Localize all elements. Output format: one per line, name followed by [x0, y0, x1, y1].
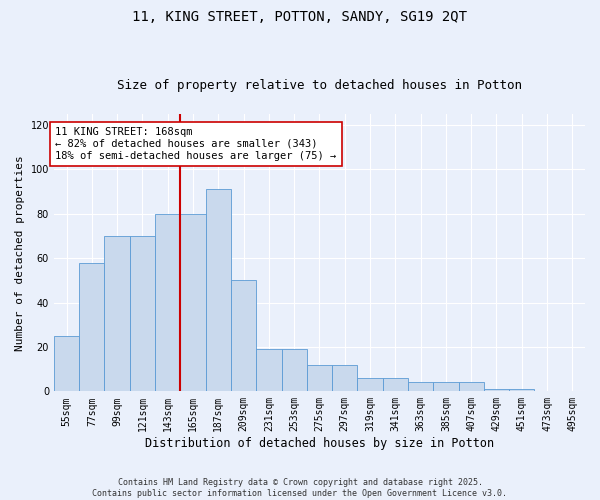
Bar [484, 389, 509, 392]
Bar [130, 236, 155, 392]
Bar [383, 378, 408, 392]
Bar [433, 382, 458, 392]
Bar [358, 378, 383, 392]
Bar [281, 349, 307, 392]
Title: Size of property relative to detached houses in Potton: Size of property relative to detached ho… [117, 79, 522, 92]
Text: 11, KING STREET, POTTON, SANDY, SG19 2QT: 11, KING STREET, POTTON, SANDY, SG19 2QT [133, 10, 467, 24]
Bar [181, 214, 206, 392]
Bar [332, 364, 358, 392]
Text: Contains HM Land Registry data © Crown copyright and database right 2025.
Contai: Contains HM Land Registry data © Crown c… [92, 478, 508, 498]
Bar [256, 349, 281, 392]
Bar [509, 389, 535, 392]
Bar [104, 236, 130, 392]
Bar [54, 336, 79, 392]
X-axis label: Distribution of detached houses by size in Potton: Distribution of detached houses by size … [145, 437, 494, 450]
Bar [307, 364, 332, 392]
Text: 11 KING STREET: 168sqm
← 82% of detached houses are smaller (343)
18% of semi-de: 11 KING STREET: 168sqm ← 82% of detached… [55, 128, 337, 160]
Bar [231, 280, 256, 392]
Bar [585, 389, 600, 392]
Y-axis label: Number of detached properties: Number of detached properties [15, 155, 25, 350]
Bar [408, 382, 433, 392]
Bar [206, 190, 231, 392]
Bar [155, 214, 181, 392]
Bar [79, 262, 104, 392]
Bar [458, 382, 484, 392]
